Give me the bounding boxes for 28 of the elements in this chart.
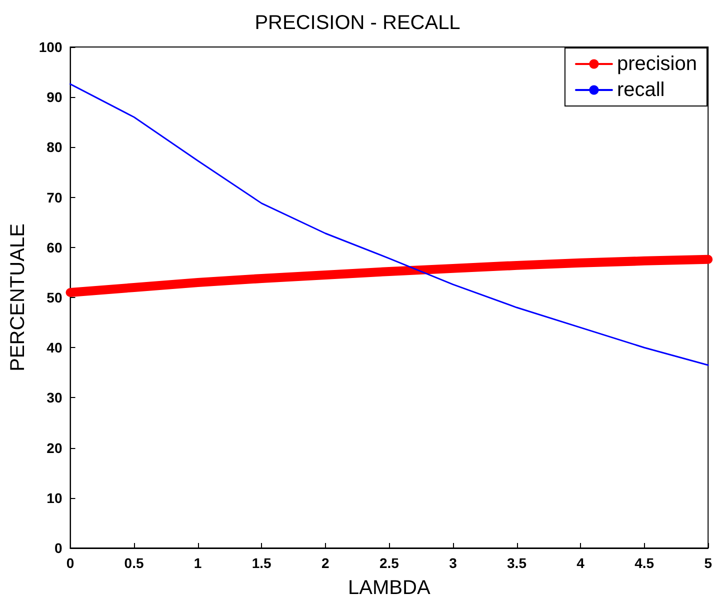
y-tick-label: 70 <box>46 189 62 206</box>
y-tick-label: 0 <box>54 540 62 556</box>
y-tick-label: 40 <box>46 340 62 356</box>
x-tick-label: 4 <box>576 555 585 571</box>
x-tick-label: 4.5 <box>634 555 654 571</box>
x-tick-label: 2.5 <box>379 555 400 571</box>
x-tick-label: 3 <box>449 555 458 571</box>
x-tick-label: 5 <box>704 555 712 571</box>
y-tick-label: 20 <box>46 440 62 456</box>
x-tick-label: 1.5 <box>252 555 272 571</box>
y-tick-label: 80 <box>46 139 62 156</box>
chart-title: PRECISION - RECALL <box>254 12 460 34</box>
y-tick-label: 90 <box>46 89 62 106</box>
x-tick-label: 3.5 <box>507 555 527 571</box>
line-series <box>70 83 709 366</box>
x-tick-label: 2 <box>322 555 330 571</box>
x-tick-label: 0.5 <box>124 555 144 571</box>
y-tick-label: 50 <box>46 290 62 306</box>
y-axis-title: PERCENTUALE <box>7 224 29 372</box>
x-tick-label: 1 <box>194 555 202 571</box>
y-tick-label: 100 <box>38 39 62 55</box>
x-tick-label: 0 <box>66 555 74 571</box>
y-tick-label: 30 <box>46 390 62 406</box>
legend-label: recall <box>616 79 665 101</box>
y-tick-label: 60 <box>46 239 62 256</box>
y-tick-label: 10 <box>46 490 62 506</box>
x-axis-title: LAMBDA <box>348 577 431 599</box>
legend-label: precision <box>616 53 698 75</box>
